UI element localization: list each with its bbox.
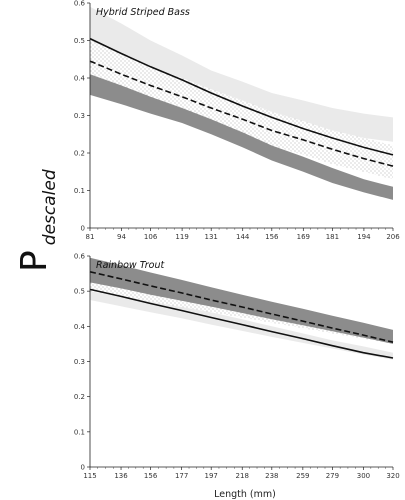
rainbow-trout-title: Rainbow Trout	[96, 260, 166, 271]
hybrid-striped-bass-x-tick-label: 169	[297, 233, 310, 241]
x-axis-title: Length (mm)	[214, 489, 276, 500]
hybrid-striped-bass-x-tick-label: 144	[236, 233, 250, 241]
rainbow-trout-line-dashed-line-dotted-band	[89, 271, 394, 343]
rainbow-trout-y-tick-label: 0	[81, 464, 85, 472]
hybrid-striped-bass-x-tick-label: 194	[357, 233, 371, 241]
hybrid-striped-bass-x-tick-label: 156	[265, 233, 279, 241]
hybrid-striped-bass-title: Hybrid Striped Bass	[96, 7, 190, 18]
hybrid-striped-bass-x-tick-label: 131	[205, 233, 218, 241]
rainbow-trout-x-tick-label: 177	[175, 472, 188, 480]
hybrid-striped-bass-band-1	[90, 6, 393, 142]
hybrid-striped-bass-x-tick-label: 206	[386, 233, 400, 241]
rainbow-trout-y-tick-label: 0.3	[74, 358, 85, 366]
rainbow-trout-x-tick-label: 320	[386, 472, 399, 480]
y-axis-label-subscript: descaled	[40, 169, 60, 245]
hybrid-striped-bass-band-2	[90, 40, 393, 180]
rainbow-trout-y-tick-label: 0.4	[74, 323, 86, 331]
y-axis-label-main: P	[14, 250, 55, 272]
hybrid-striped-bass-y-tick-label: 0.4	[74, 75, 86, 83]
rainbow-trout-x-tick-label: 197	[205, 472, 218, 480]
hybrid-striped-bass-y-tick-label: 0.2	[74, 150, 85, 158]
hybrid-striped-bass-y-tick-label: 0	[81, 225, 85, 233]
hybrid-striped-bass-y-tick-label: 0.3	[74, 112, 85, 120]
hybrid-striped-bass-y-tick-label: 0.6	[74, 0, 86, 8]
hybrid-striped-bass-x-tick-label: 181	[326, 233, 339, 241]
rainbow-trout-x-tick-label: 259	[296, 472, 309, 480]
rainbow-trout-x-tick-label: 238	[265, 472, 278, 480]
rainbow-trout-x-tick-label: 218	[236, 472, 249, 480]
hybrid-striped-bass-line-solid-line-light-band	[89, 37, 394, 156]
rainbow-trout-y-tick-label: 0.1	[74, 428, 85, 436]
panel-hybrid-striped-bass: 0 0.1 0.2 0.3 0.4 0.5 0.6 81 94 106 119 131 144 156 16…	[74, 0, 400, 241]
svg-text:P descaled: P descaled	[14, 169, 60, 272]
rainbow-trout-x-tick-label: 300	[357, 472, 370, 480]
rainbow-trout-x-tick-label: 136	[114, 472, 128, 480]
rainbow-trout-y-tick-label: 0.5	[74, 288, 85, 296]
y-axis-label: P descaled	[14, 169, 60, 272]
hybrid-striped-bass-y-tick-label: 0.5	[74, 37, 85, 45]
hybrid-striped-bass-x-tick-label: 119	[175, 233, 188, 241]
rainbow-trout-x-tick-label: 279	[326, 472, 339, 480]
rainbow-trout-band-3	[90, 257, 393, 344]
panel-rainbow-trout: 0 0.1 0.2 0.3 0.4 0.5 0.6 115 136 156 177 197 218 238…	[74, 253, 400, 481]
hybrid-striped-bass-x-tick-label: 81	[86, 233, 95, 241]
rainbow-trout-y-tick-label: 0.6	[74, 253, 86, 261]
hybrid-striped-bass-x-tick-label: 106	[144, 233, 158, 241]
rainbow-trout-x-tick-label: 156	[144, 472, 158, 480]
hybrid-striped-bass-band-3	[90, 74, 393, 200]
rainbow-trout-y-tick-label: 0.2	[74, 393, 85, 401]
hybrid-striped-bass-y-tick-label: 0.1	[74, 187, 85, 195]
hybrid-striped-bass-x-tick-label: 94	[117, 233, 126, 241]
hybrid-striped-bass-line-dashed-line-dotted-band	[89, 60, 394, 167]
rainbow-trout-line-solid-line-light-band	[89, 288, 394, 359]
rainbow-trout-x-tick-label: 115	[83, 472, 96, 480]
